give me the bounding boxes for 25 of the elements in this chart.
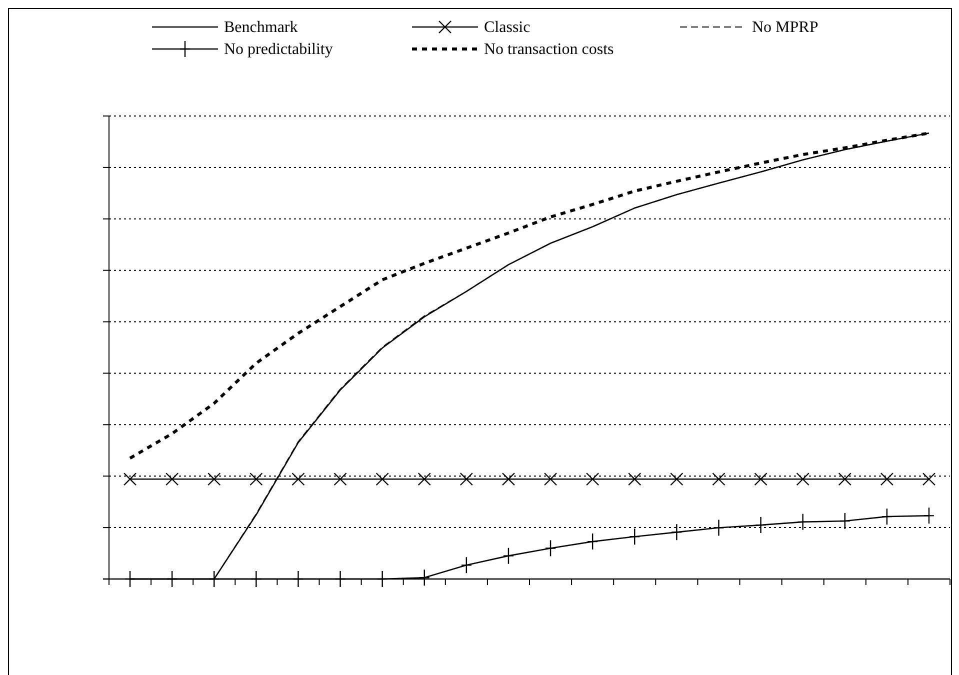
legend-label: Classic xyxy=(484,19,530,36)
point xyxy=(922,472,936,486)
point xyxy=(250,472,263,486)
point xyxy=(418,472,431,486)
legend-label: No MPRP xyxy=(752,19,818,36)
point xyxy=(754,472,768,486)
point xyxy=(670,472,684,486)
point xyxy=(165,472,179,486)
legend-label: No predictability xyxy=(224,41,333,58)
point xyxy=(460,472,474,486)
point xyxy=(123,472,137,486)
legend-label: No transaction costs xyxy=(484,41,614,58)
point xyxy=(628,472,642,486)
legend-label: Benchmark xyxy=(224,19,298,36)
point xyxy=(880,472,894,486)
point xyxy=(586,472,600,486)
point xyxy=(208,472,221,486)
point xyxy=(796,472,810,486)
point xyxy=(838,472,852,486)
point xyxy=(544,472,558,486)
point xyxy=(712,472,726,486)
point xyxy=(292,472,305,486)
point xyxy=(334,472,347,486)
point xyxy=(376,472,389,486)
point xyxy=(502,472,516,486)
